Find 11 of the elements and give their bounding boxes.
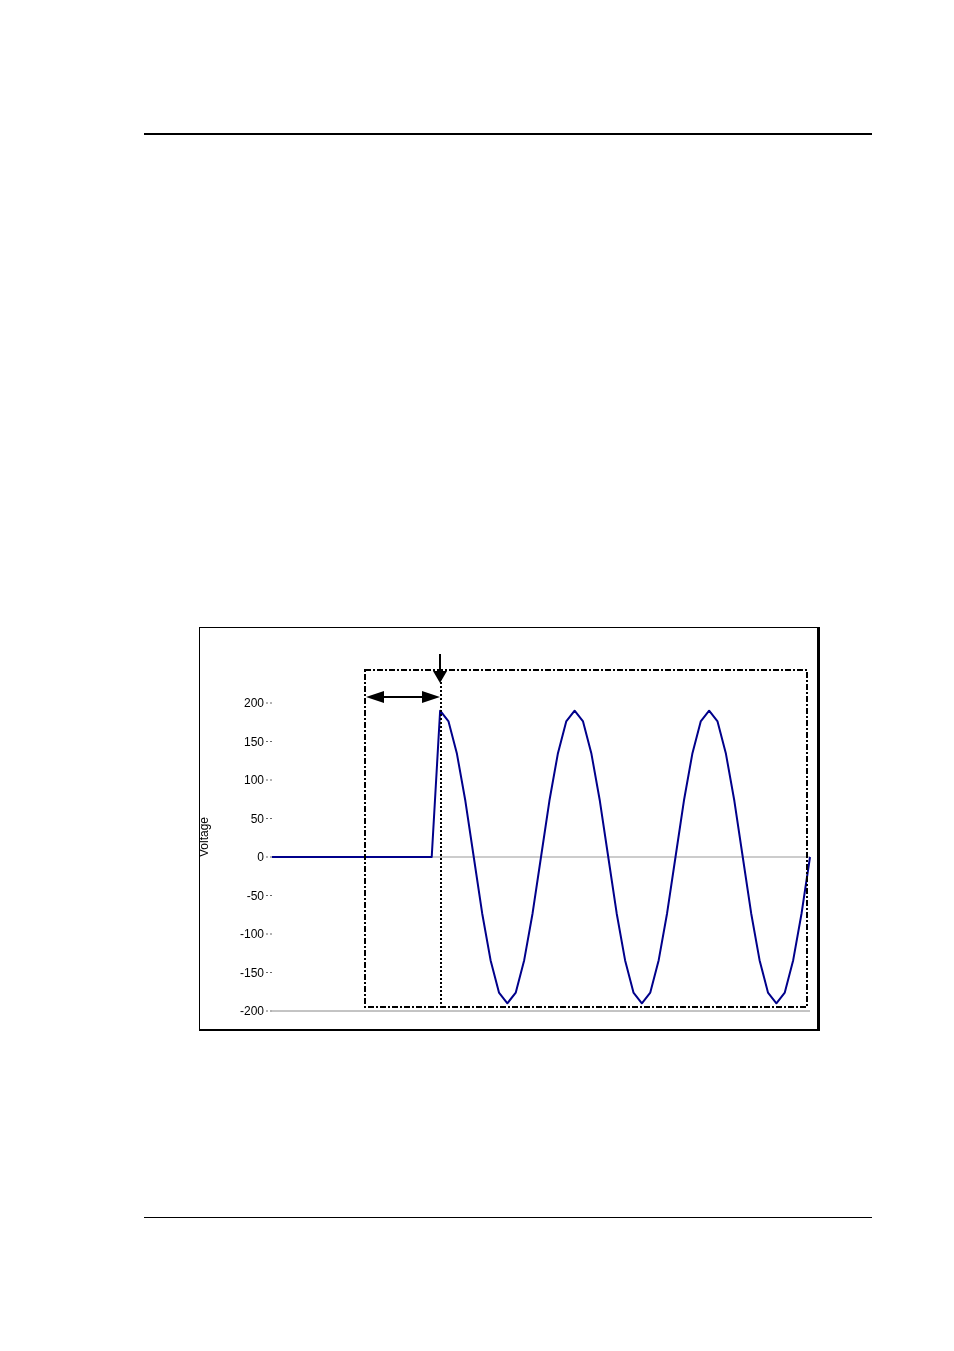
- y-tick-label: -50: [246, 888, 265, 903]
- y-tick-label: -150: [239, 965, 265, 980]
- y-tick-label: -100: [239, 927, 265, 942]
- line-series: [271, 709, 811, 1005]
- y-tick-label: 200: [243, 696, 265, 711]
- y-axis-title: Voltage: [197, 816, 212, 857]
- y-tick-label: 50: [250, 811, 265, 826]
- y-tick-label: 100: [243, 773, 265, 788]
- y-tick-label: 0: [257, 850, 265, 865]
- y-tick-label: 150: [243, 734, 265, 749]
- y-tick-label: -200: [239, 1004, 265, 1019]
